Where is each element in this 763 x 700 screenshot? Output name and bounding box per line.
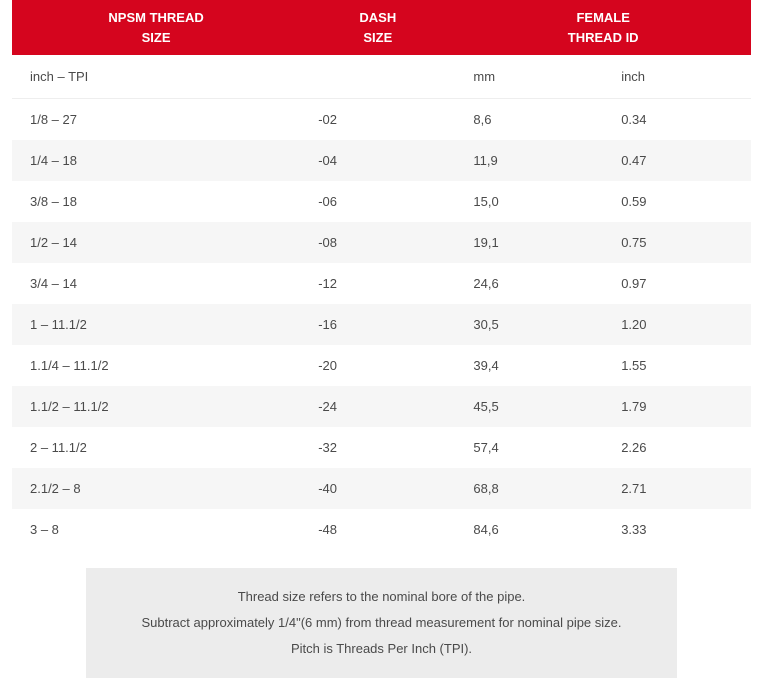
subheader-mm: mm [455, 55, 603, 99]
cell-dash: -32 [300, 427, 455, 468]
cell-inch: 0.75 [603, 222, 751, 263]
cell-inch: 3.33 [603, 509, 751, 550]
cell-inch: 2.26 [603, 427, 751, 468]
table-row: 1.1/2 – 11.1/2-2445,51.79 [12, 386, 751, 427]
table-subheader-row: inch – TPI mm inch [12, 55, 751, 99]
header-dash-line2: SIZE [310, 28, 445, 48]
table-row: 3/4 – 14-1224,60.97 [12, 263, 751, 304]
table-row: 3/8 – 18-0615,00.59 [12, 181, 751, 222]
cell-dash: -40 [300, 468, 455, 509]
cell-npsm: 1/8 – 27 [12, 99, 300, 141]
cell-mm: 30,5 [455, 304, 603, 345]
cell-inch: 0.97 [603, 263, 751, 304]
cell-inch: 0.59 [603, 181, 751, 222]
table-header: NPSM THREAD SIZE DASH SIZE FEMALE THREAD… [12, 0, 751, 55]
cell-dash: -04 [300, 140, 455, 181]
cell-inch: 0.34 [603, 99, 751, 141]
table-row: 1/2 – 14-0819,10.75 [12, 222, 751, 263]
thread-table: NPSM THREAD SIZE DASH SIZE FEMALE THREAD… [12, 0, 751, 550]
cell-dash: -12 [300, 263, 455, 304]
header-npsm: NPSM THREAD SIZE [12, 0, 300, 55]
cell-npsm: 1.1/4 – 11.1/2 [12, 345, 300, 386]
cell-inch: 2.71 [603, 468, 751, 509]
cell-inch: 1.79 [603, 386, 751, 427]
cell-inch: 1.20 [603, 304, 751, 345]
cell-dash: -02 [300, 99, 455, 141]
cell-npsm: 2.1/2 – 8 [12, 468, 300, 509]
table-body: inch – TPI mm inch 1/8 – 27-028,60.341/4… [12, 55, 751, 550]
header-female: FEMALE THREAD ID [455, 0, 751, 55]
cell-npsm: 1/4 – 18 [12, 140, 300, 181]
table-row: 1 – 11.1/2-1630,51.20 [12, 304, 751, 345]
header-npsm-line2: SIZE [22, 28, 290, 48]
notes-line1: Thread size refers to the nominal bore o… [106, 584, 657, 610]
cell-dash: -08 [300, 222, 455, 263]
table-row: 2.1/2 – 8-4068,82.71 [12, 468, 751, 509]
subheader-inch: inch [603, 55, 751, 99]
header-npsm-line1: NPSM THREAD [22, 8, 290, 28]
cell-dash: -20 [300, 345, 455, 386]
cell-mm: 45,5 [455, 386, 603, 427]
subheader-dash [300, 55, 455, 99]
table-row: 1/4 – 18-0411,90.47 [12, 140, 751, 181]
table-row: 1/8 – 27-028,60.34 [12, 99, 751, 141]
table-container: NPSM THREAD SIZE DASH SIZE FEMALE THREAD… [0, 0, 763, 690]
table-row: 3 – 8-4884,63.33 [12, 509, 751, 550]
cell-mm: 39,4 [455, 345, 603, 386]
cell-dash: -24 [300, 386, 455, 427]
cell-mm: 57,4 [455, 427, 603, 468]
notes-line3: Pitch is Threads Per Inch (TPI). [106, 636, 657, 662]
cell-npsm: 2 – 11.1/2 [12, 427, 300, 468]
table-row: 1.1/4 – 11.1/2-2039,41.55 [12, 345, 751, 386]
header-dash-line1: DASH [310, 8, 445, 28]
cell-inch: 1.55 [603, 345, 751, 386]
cell-npsm: 3 – 8 [12, 509, 300, 550]
header-dash: DASH SIZE [300, 0, 455, 55]
subheader-npsm: inch – TPI [12, 55, 300, 99]
header-female-line2: THREAD ID [465, 28, 741, 48]
cell-mm: 15,0 [455, 181, 603, 222]
notes-box: Thread size refers to the nominal bore o… [86, 568, 677, 678]
notes-line2: Subtract approximately 1/4"(6 mm) from t… [106, 610, 657, 636]
cell-npsm: 1/2 – 14 [12, 222, 300, 263]
cell-npsm: 1 – 11.1/2 [12, 304, 300, 345]
cell-npsm: 3/8 – 18 [12, 181, 300, 222]
cell-mm: 8,6 [455, 99, 603, 141]
cell-dash: -48 [300, 509, 455, 550]
cell-npsm: 1.1/2 – 11.1/2 [12, 386, 300, 427]
cell-npsm: 3/4 – 14 [12, 263, 300, 304]
cell-dash: -06 [300, 181, 455, 222]
table-row: 2 – 11.1/2-3257,42.26 [12, 427, 751, 468]
cell-mm: 11,9 [455, 140, 603, 181]
cell-mm: 68,8 [455, 468, 603, 509]
cell-mm: 19,1 [455, 222, 603, 263]
cell-mm: 24,6 [455, 263, 603, 304]
cell-mm: 84,6 [455, 509, 603, 550]
cell-inch: 0.47 [603, 140, 751, 181]
header-female-line1: FEMALE [465, 8, 741, 28]
cell-dash: -16 [300, 304, 455, 345]
